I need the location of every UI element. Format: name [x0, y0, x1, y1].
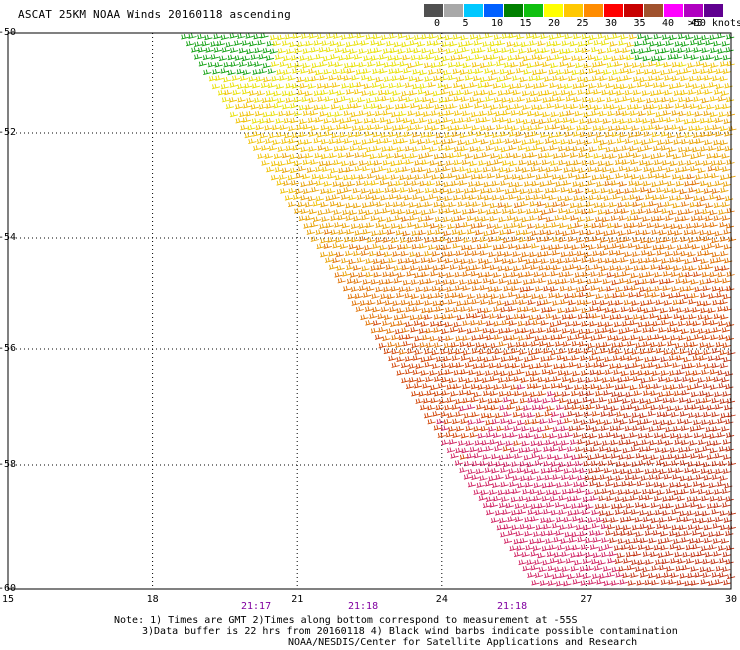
- longitude-label: 21: [291, 594, 304, 605]
- color-swatch: [624, 4, 644, 17]
- color-swatch: [644, 4, 664, 17]
- wind-barb-group: [224, 33, 735, 207]
- latitude-label: -52: [0, 127, 17, 138]
- longitude-label: 27: [580, 594, 593, 605]
- latitude-label: -56: [0, 343, 17, 354]
- latitude-label: -60: [0, 583, 17, 594]
- color-scale-label: 5: [462, 18, 469, 29]
- longitude-label: 18: [146, 594, 159, 605]
- time-label: 21:18: [348, 601, 379, 612]
- time-label: 21:17: [241, 601, 272, 612]
- note-line-3: NOAA/NESDIS/Center for Satellite Applica…: [288, 637, 638, 648]
- wind-barb-group: [436, 384, 628, 587]
- color-swatch: [544, 4, 564, 17]
- time-label: 21:18: [497, 601, 528, 612]
- map-frame: [7, 32, 732, 590]
- wind-barbs: [181, 32, 737, 587]
- color-scale-label: 10: [491, 18, 504, 29]
- color-swatch: [584, 4, 604, 17]
- wind-barb-group: [372, 256, 735, 460]
- longitude-label: 24: [435, 594, 448, 605]
- color-swatch: [524, 4, 544, 17]
- color-scale-label: 40: [662, 18, 675, 29]
- color-scale-label: 35: [633, 18, 646, 29]
- color-scale-labels: 0 5 10 15 20 25 30 35 40 45 >50 knots: [424, 17, 740, 29]
- color-scale-label: 30: [605, 18, 618, 29]
- color-swatch: [484, 4, 504, 17]
- latitude-label: -54: [0, 232, 17, 243]
- wind-barb-group: [323, 165, 737, 355]
- color-swatch: [704, 4, 724, 17]
- color-scale-label: 0: [434, 18, 441, 29]
- wind-barb-group: [561, 347, 737, 587]
- wind-barb-map: [7, 32, 737, 590]
- color-scale-bar: [424, 4, 724, 17]
- color-swatch: [664, 4, 684, 17]
- color-swatch: [684, 4, 704, 17]
- color-scale-label: 20: [548, 18, 561, 29]
- color-swatch: [464, 4, 484, 17]
- latitude-label: -50: [0, 27, 17, 38]
- wind-barb-group: [208, 32, 687, 131]
- color-scale-label: 25: [576, 18, 589, 29]
- longitude-label: 15: [2, 594, 15, 605]
- latitude-label: -58: [0, 459, 17, 470]
- note-line-2: 3)Data buffer is 22 hrs from 20160118 4)…: [142, 626, 678, 637]
- color-swatch: [504, 4, 524, 17]
- color-swatch: [604, 4, 624, 17]
- wind-barb-group: [281, 96, 737, 278]
- color-swatch: [424, 4, 444, 17]
- color-scale-label: >50 knots: [687, 18, 740, 29]
- color-swatch: [564, 4, 584, 17]
- longitude-label: 30: [725, 594, 738, 605]
- wind-barb-group: [181, 32, 735, 76]
- map-title: ASCAT 25KM NOAA Winds 20160118 ascending: [18, 8, 291, 21]
- wind-speed-color-scale: 0 5 10 15 20 25 30 35 40 45 >50 knots: [424, 4, 740, 29]
- color-scale-label: 45: [690, 18, 703, 29]
- color-scale-label: 15: [519, 18, 532, 29]
- color-swatch: [444, 4, 464, 17]
- note-line-1: Note: 1) Times are GMT 2)Times along bot…: [114, 615, 578, 626]
